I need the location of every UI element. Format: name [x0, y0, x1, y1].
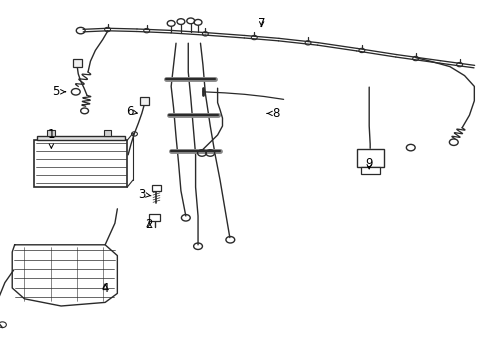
Text: 9: 9: [365, 157, 372, 170]
Text: 7: 7: [257, 17, 265, 30]
Text: 1: 1: [47, 129, 55, 148]
Bar: [140, 97, 148, 105]
Bar: [103, 130, 111, 136]
Bar: [34, 140, 127, 187]
Bar: [47, 130, 55, 136]
Text: 3: 3: [138, 188, 151, 201]
Bar: [37, 136, 124, 140]
Text: 4: 4: [101, 282, 109, 294]
Bar: [360, 167, 380, 174]
Bar: [151, 185, 161, 191]
Text: 2: 2: [145, 219, 153, 231]
Text: 6: 6: [125, 105, 137, 118]
Bar: [73, 59, 81, 67]
Text: 8: 8: [266, 107, 280, 120]
Bar: [356, 149, 383, 167]
Text: 5: 5: [52, 85, 65, 98]
Polygon shape: [12, 245, 117, 306]
Bar: [148, 214, 160, 221]
